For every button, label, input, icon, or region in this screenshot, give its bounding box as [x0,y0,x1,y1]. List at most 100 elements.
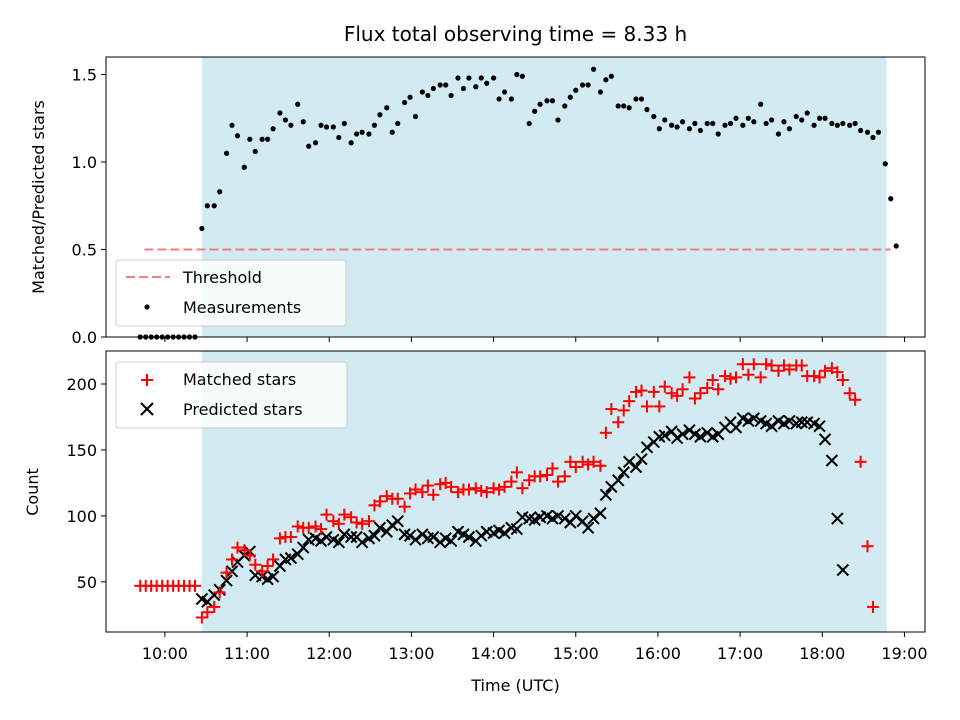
measurements-points [137,66,899,340]
measurement-point [875,129,882,135]
predicted-point [831,512,844,525]
measurement-point [199,225,205,232]
measurement-point [318,122,324,128]
matched-point [534,470,547,483]
measurement-point [674,124,680,130]
matched-point [469,482,482,495]
measurement-point [580,82,586,88]
matched-point [582,458,595,471]
measurement-point [633,96,639,102]
measurement-point [692,120,698,127]
measurement-point [259,136,265,142]
matched-point [291,520,304,533]
top-y-ticks: 0.0 0.5 1.0 1.5 [72,66,106,347]
measurement-point [377,112,383,118]
predicted-point [795,416,808,429]
measurement-point [710,120,716,127]
measurement-point [473,84,479,90]
legend-matched-label: Matched stars [183,370,296,389]
predicted-point [836,563,850,577]
measurement-point [597,89,604,95]
predicted-point [617,466,630,479]
top-y-tick-label: 0.5 [72,241,97,260]
predicted-point [622,455,636,469]
measurement-point [277,110,283,116]
matched-point [612,416,625,429]
predicted-point [813,419,826,433]
measurement-point [740,122,746,128]
predicted-point [344,530,358,544]
measurement-point [816,115,823,121]
predicted-point [297,541,310,554]
matched-point [487,482,500,495]
matched-point [391,492,404,505]
top-plot-frame [105,56,926,338]
matched-point [510,466,523,479]
measurement-point [852,120,858,127]
measurement-point [407,94,413,100]
matched-point [309,520,322,533]
measurement-point [679,119,686,125]
legend-threshold-label: Threshold [182,268,262,287]
matched-point [498,480,511,493]
matched-point [451,486,464,499]
top-title: Flux total observing time = 8.33 h [344,22,687,46]
measurement-point [241,164,247,170]
matched-point [302,521,315,534]
measurement-point [555,117,561,123]
measurement-point [811,122,817,128]
measurement-point [775,131,782,137]
matched-point [256,565,269,578]
matched-point [195,611,208,624]
measurement-point [204,203,210,209]
matched-point [238,544,251,557]
predicted-point [427,530,440,544]
predicted-point [701,426,714,440]
predicted-point [658,429,671,442]
measurement-point [793,113,799,120]
measurement-point [323,124,330,130]
measurement-point [745,115,751,121]
matched-point [808,370,821,383]
predicted-point [498,526,511,540]
measurement-point [306,143,312,149]
predicted-point [670,431,684,445]
matched-point [701,381,714,394]
legend-predicted-marker [140,402,154,416]
matched-point [434,478,447,491]
matched-point [541,469,553,482]
predicted-point [747,412,761,425]
measurement-point [460,85,467,92]
measurement-point [834,122,840,128]
matched-point [576,455,589,468]
matched-point [409,483,422,496]
matched-point [819,364,832,377]
measurement-point [359,129,365,135]
measurement-point [532,108,538,114]
matched-point [220,566,233,579]
bottom-legend: Matched stars Predicted stars [115,361,348,429]
measurement-point [234,133,241,139]
predicted-point [433,536,447,549]
predicted-point [368,529,381,542]
matched-point [493,483,506,496]
matched-point [231,541,244,554]
x-tick-label: 11:00 [224,644,270,663]
matched-point [201,606,214,619]
matched-stars-points [134,358,879,624]
measurement-point [858,127,864,134]
measurement-point [733,115,739,121]
measurement-point [270,126,276,132]
measurement-point [786,126,793,132]
predicted-point [635,452,648,466]
matched-point [736,358,749,371]
matched-point [706,374,719,387]
matched-point [605,403,618,416]
matched-point [836,374,849,387]
matched-point [267,553,280,566]
measurement-point [562,103,568,109]
measurement-point [822,115,828,121]
measurement-point [638,96,645,102]
measurement-point [466,75,472,81]
matched-point [688,392,701,405]
